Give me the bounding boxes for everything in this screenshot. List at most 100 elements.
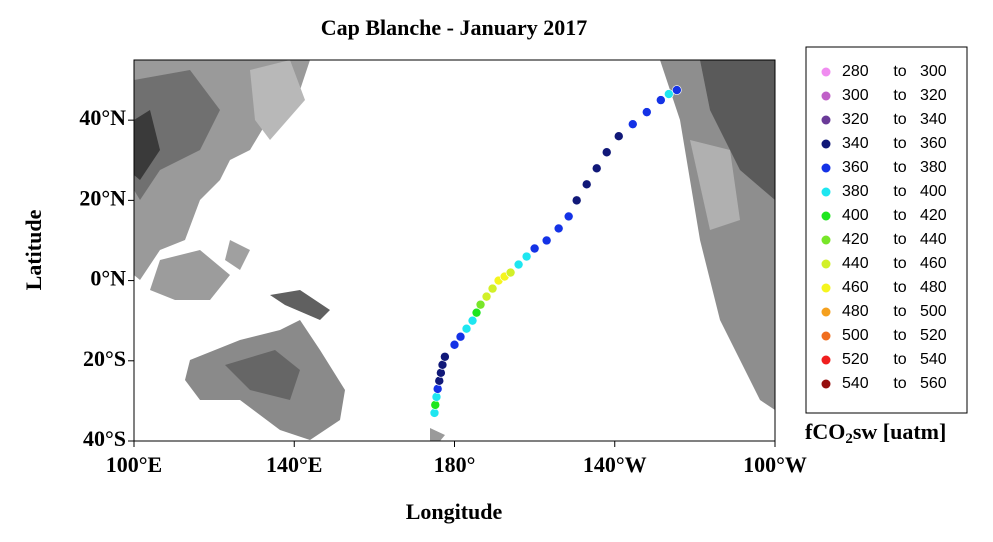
track-point	[505, 267, 516, 278]
legend-swatch	[821, 187, 831, 197]
legend-from: 440	[842, 255, 869, 272]
legend-swatch	[821, 307, 831, 317]
track-point	[436, 368, 446, 378]
legend-title: fCO2sw [uatm]	[805, 419, 946, 447]
x-axis-label: Longitude	[406, 499, 503, 524]
track-point	[664, 89, 674, 99]
legend-connector: to	[893, 351, 906, 368]
legend-to: 480	[920, 279, 947, 296]
legend-swatch	[821, 283, 831, 293]
land	[134, 60, 775, 441]
track-point	[563, 211, 574, 222]
legend-from: 520	[842, 351, 869, 368]
legend-connector: to	[893, 159, 906, 176]
legend-connector: to	[893, 375, 906, 392]
legend-swatch	[821, 163, 831, 173]
track-point	[431, 392, 442, 402]
legend-from: 300	[842, 87, 869, 104]
legend-swatch	[821, 259, 831, 269]
legend-connector: to	[893, 255, 906, 272]
legend-to: 420	[920, 207, 947, 224]
legend-to: 540	[920, 351, 947, 368]
legend-from: 360	[842, 159, 869, 176]
legend-connector: to	[893, 63, 906, 80]
legend-to: 440	[920, 231, 947, 248]
track-point	[627, 119, 638, 129]
legend-from: 280	[842, 63, 869, 80]
legend-from: 540	[842, 375, 869, 392]
legend-swatch	[821, 91, 831, 101]
track-point	[541, 235, 552, 246]
legend-from: 320	[842, 111, 869, 128]
legend-from: 380	[842, 183, 869, 200]
legend-connector: to	[893, 135, 906, 152]
legend-to: 520	[920, 327, 947, 344]
track-point	[487, 283, 498, 294]
legend-connector: to	[893, 279, 906, 296]
track-point	[449, 339, 460, 350]
track-point	[581, 179, 592, 190]
legend-connector: to	[893, 303, 906, 320]
track-point	[461, 323, 472, 334]
track-point	[553, 223, 564, 234]
y-tick-label: 20°S	[83, 346, 126, 371]
legend-swatch	[821, 67, 831, 77]
track-point	[613, 131, 624, 141]
y-tick-label: 40°N	[79, 105, 126, 130]
track-point	[467, 315, 478, 326]
legend-from: 400	[842, 207, 869, 224]
x-tick-label: 100°E	[106, 452, 162, 477]
x-tick-label: 140°W	[583, 452, 647, 477]
legend-to: 340	[920, 111, 947, 128]
x-tick-label: 140°E	[266, 452, 322, 477]
track-point	[432, 384, 443, 394]
legend-swatch	[821, 355, 831, 365]
track-point	[571, 195, 582, 206]
legend-swatch	[821, 211, 831, 221]
y-axis-label: Latitude	[21, 209, 46, 290]
track-point	[475, 299, 486, 310]
track-point	[641, 107, 652, 117]
legend-from: 420	[842, 231, 869, 248]
legend-to: 500	[920, 303, 947, 320]
legend-to: 460	[920, 255, 947, 272]
track-point	[529, 243, 540, 254]
legend-to: 300	[920, 63, 947, 80]
legend-swatch	[821, 115, 831, 125]
legend-connector: to	[893, 111, 906, 128]
legend-connector: to	[893, 327, 906, 344]
legend-swatch	[821, 331, 831, 341]
track-point	[471, 307, 482, 318]
x-tick-label: 100°W	[743, 452, 807, 477]
track-point	[601, 147, 612, 158]
legend-swatch	[821, 379, 831, 389]
y-tick-label: 40°S	[83, 426, 126, 451]
y-tick-label: 0°N	[90, 266, 126, 291]
legend-to: 320	[920, 87, 947, 104]
track-point	[656, 95, 666, 105]
track-point	[513, 259, 524, 270]
track-point	[434, 376, 445, 386]
legend-to: 360	[920, 135, 947, 152]
legend-connector: to	[893, 183, 906, 200]
track-point	[521, 251, 532, 262]
track-point	[437, 359, 448, 370]
legend-from: 480	[842, 303, 869, 320]
legend-connector: to	[893, 87, 906, 104]
legend-connector: to	[893, 231, 906, 248]
y-tick-label: 20°N	[79, 185, 126, 210]
legend-to: 400	[920, 183, 947, 200]
legend-swatch	[821, 235, 831, 245]
legend-from: 460	[842, 279, 869, 296]
legend-from: 340	[842, 135, 869, 152]
legend-connector: to	[893, 207, 906, 224]
track-point	[429, 408, 440, 418]
track-point	[455, 331, 466, 342]
map-title: Cap Blanche - January 2017	[321, 15, 587, 40]
track-point	[430, 400, 441, 410]
legend-to: 560	[920, 375, 947, 392]
legend-to: 380	[920, 159, 947, 176]
x-tick-label: 180°	[434, 452, 476, 477]
track-point	[440, 351, 450, 362]
